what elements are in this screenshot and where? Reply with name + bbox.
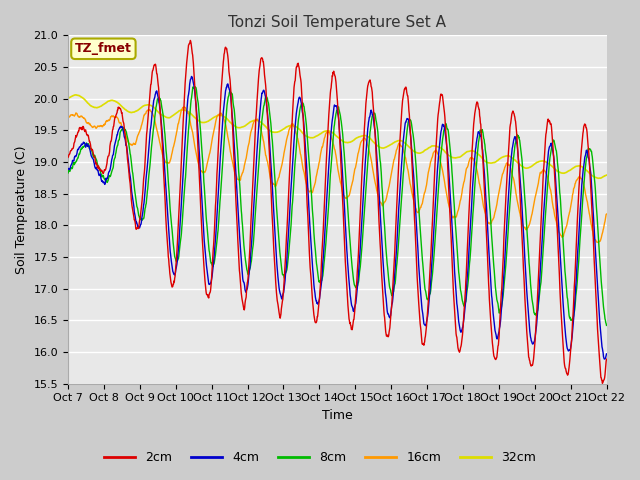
Title: Tonzi Soil Temperature Set A: Tonzi Soil Temperature Set A [228, 15, 446, 30]
Legend: 2cm, 4cm, 8cm, 16cm, 32cm: 2cm, 4cm, 8cm, 16cm, 32cm [99, 446, 541, 469]
Text: TZ_fmet: TZ_fmet [75, 42, 132, 55]
X-axis label: Time: Time [322, 409, 353, 422]
Y-axis label: Soil Temperature (C): Soil Temperature (C) [15, 145, 28, 274]
